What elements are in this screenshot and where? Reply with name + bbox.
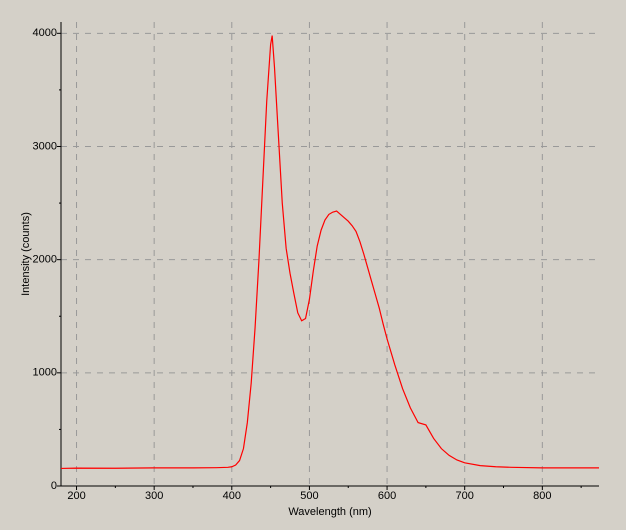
x-axis-label: Wavelength (nm) bbox=[288, 506, 371, 518]
x-tick-label: 400 bbox=[223, 490, 241, 502]
y-tick-label: 4000 bbox=[33, 27, 57, 39]
y-tick-label: 2000 bbox=[33, 254, 57, 266]
x-tick-label: 300 bbox=[145, 490, 163, 502]
y-axis-label: Intensity (counts) bbox=[20, 212, 32, 296]
x-tick-label: 500 bbox=[300, 490, 318, 502]
y-tick-label: 0 bbox=[51, 480, 57, 492]
x-tick-label: 800 bbox=[533, 490, 551, 502]
line-series bbox=[60, 35, 599, 470]
y-tick-label: 1000 bbox=[33, 367, 57, 379]
x-tick-label: 600 bbox=[378, 490, 396, 502]
x-tick-label: 700 bbox=[456, 490, 474, 502]
x-tick-label: 200 bbox=[67, 490, 85, 502]
y-tick-label: 3000 bbox=[33, 140, 57, 152]
